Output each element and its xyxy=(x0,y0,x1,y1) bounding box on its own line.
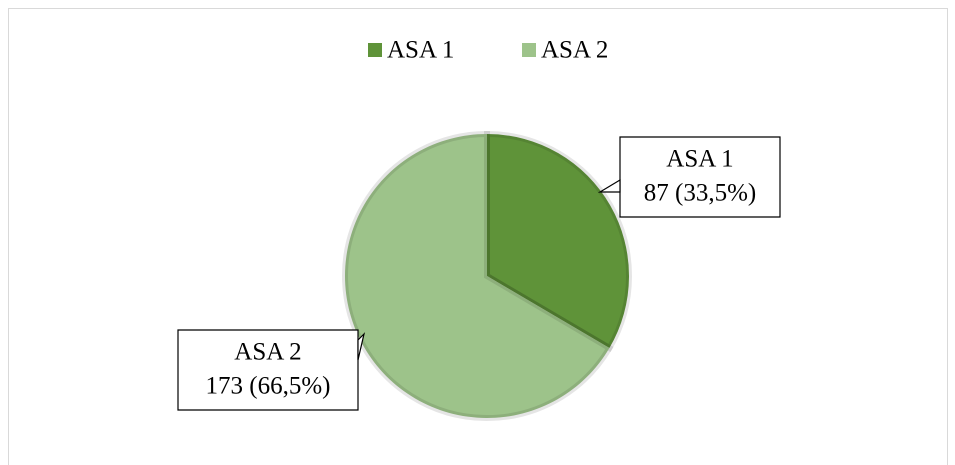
label-box xyxy=(177,329,359,411)
legend-swatch xyxy=(522,43,536,57)
pie-slice xyxy=(342,130,614,421)
chart-frame xyxy=(8,8,948,465)
data-label-value: 173 (66,5%) xyxy=(206,373,331,400)
label-pointer xyxy=(597,178,621,193)
data-label-value: 87 (33,5%) xyxy=(644,180,756,207)
legend-label: ASA 2 xyxy=(541,37,608,64)
label-pointer xyxy=(357,332,366,361)
data-label-name: ASA 1 xyxy=(666,146,733,173)
data-label-name: ASA 2 xyxy=(234,339,301,366)
legend-label: ASA 1 xyxy=(387,37,454,64)
legend-swatch xyxy=(368,43,382,57)
pie-slice xyxy=(484,130,632,353)
